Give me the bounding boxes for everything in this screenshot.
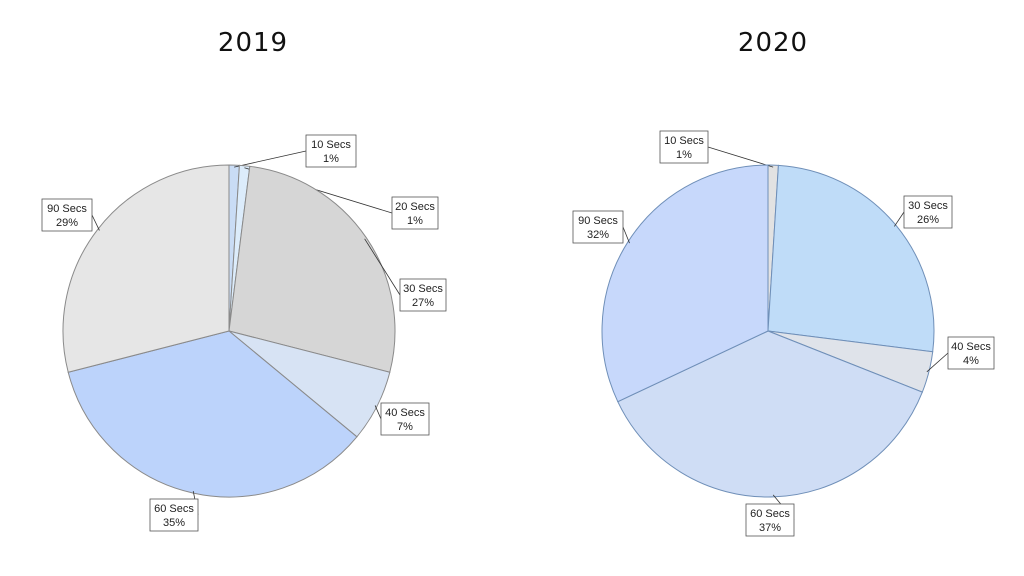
label-box-2019-10-secs: [305, 134, 357, 168]
slice-label-2020-10-secs: 10 Secs: [664, 135, 704, 147]
leader-line-2019-40-secs: [374, 405, 382, 420]
leader-line-2019-30-secs: [364, 238, 401, 296]
label-box-2019-20-secs: [391, 196, 439, 230]
pie-2020: 10 Secs 1% 30 Secs 26% 40 Secs 4% 60 Secs 37% 90…: [572, 130, 995, 537]
pie-slice-2020-30-secs: [767, 164, 935, 353]
slice-percent-2020-40-secs: 4%: [963, 355, 979, 367]
slice-label-2019-60-secs: 60 Secs: [154, 503, 194, 515]
slice-label-2020-90-secs: 90 Secs: [578, 215, 618, 227]
leader-line-2019-90-secs: [91, 214, 100, 231]
leader-line-2020-40-secs: [926, 352, 949, 373]
slice-percent-2020-60-secs: 37%: [759, 522, 781, 534]
slice-percent-2019-30-secs: 27%: [412, 297, 434, 309]
leader-line-2020-30-secs: [894, 211, 905, 227]
slice-label-2019-40-secs: 40 Secs: [385, 407, 425, 419]
label-box-2019-30-secs: [399, 278, 447, 312]
leader-line-2020-90-secs: [622, 226, 630, 244]
slice-percent-2019-90-secs: 29%: [56, 217, 78, 229]
leader-line-2019-10-secs: [234, 150, 307, 168]
slice-percent-2019-60-secs: 35%: [163, 517, 185, 529]
label-box-2020-90-secs: [572, 210, 624, 244]
slice-label-2019-20-secs: 20 Secs: [395, 201, 435, 213]
pie-slice-2020-60-secs: [617, 330, 923, 498]
label-box-2020-30-secs: [903, 195, 953, 229]
pie-slice-2020-90-secs: [601, 164, 769, 403]
slice-percent-2020-90-secs: 32%: [587, 229, 609, 241]
chart-title-2019: 2019: [217, 28, 289, 58]
label-box-2019-90-secs: [41, 198, 93, 232]
label-box-2019-60-secs: [149, 498, 199, 532]
slice-label-2020-30-secs: 30 Secs: [908, 200, 948, 212]
label-box-2019-40-secs: [380, 402, 430, 436]
label-box-2020-10-secs: [659, 130, 709, 164]
slice-percent-2019-20-secs: 1%: [407, 215, 423, 227]
slice-label-2020-60-secs: 60 Secs: [750, 508, 790, 520]
slice-percent-2019-10-secs: 1%: [323, 153, 339, 165]
slice-label-2020-40-secs: 40 Secs: [951, 341, 991, 353]
label-box-2020-40-secs: [947, 336, 995, 370]
slice-percent-2020-30-secs: 26%: [917, 214, 939, 226]
slice-label-2019-90-secs: 90 Secs: [47, 203, 87, 215]
slice-percent-2020-10-secs: 1%: [676, 149, 692, 161]
slice-percent-2019-40-secs: 7%: [397, 421, 413, 433]
pie-slice-2019-90-secs: [62, 164, 230, 373]
pie-slice-2019-60-secs: [67, 330, 358, 498]
label-box-2020-60-secs: [745, 503, 795, 537]
pie-2019: 10 Secs 1% 20 Secs 1% 30 Secs 27% 40 Secs 7% 60 …: [41, 134, 447, 532]
pie-slice-2019-30-secs: [228, 165, 396, 373]
slice-label-2019-10-secs: 10 Secs: [311, 139, 351, 151]
slice-label-2019-30-secs: 30 Secs: [403, 283, 443, 295]
chart-title-2020: 2020: [737, 28, 809, 58]
leader-line-2020-10-secs: [707, 146, 774, 168]
